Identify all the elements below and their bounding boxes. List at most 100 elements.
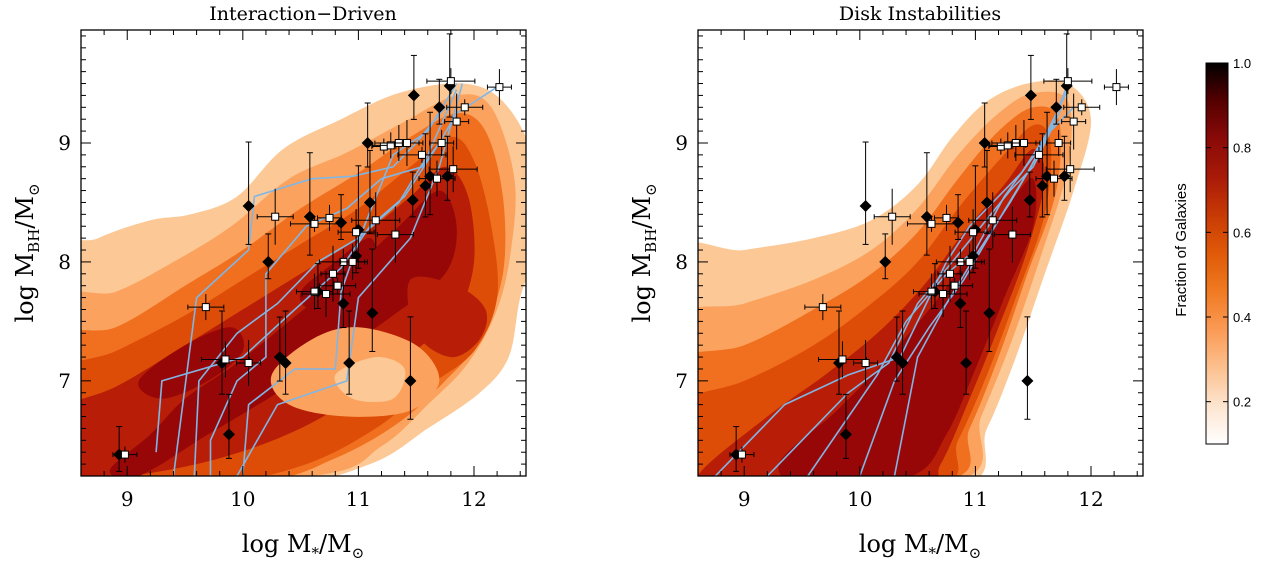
observed-diamond — [1050, 101, 1063, 114]
observed-square — [1069, 117, 1078, 126]
panel-title-right: Disk Instabilities — [839, 3, 1001, 25]
observed-diamond — [343, 357, 356, 370]
observed-square — [433, 174, 441, 183]
model-track-2 — [172, 106, 446, 476]
colorbar-gradient — [1205, 62, 1229, 445]
observed-square — [452, 117, 461, 126]
observed-square — [1066, 165, 1075, 174]
observed-diamond — [896, 357, 909, 370]
x-axis-label-right: log M*/M⊙ — [859, 530, 981, 562]
observed-diamond — [242, 200, 255, 213]
observed-square — [221, 355, 230, 364]
observed-square — [965, 257, 974, 266]
observed-diamond — [279, 357, 292, 370]
y-axis-label-right: log MBH/M⊙ — [628, 183, 660, 322]
observed-square — [310, 219, 319, 228]
observed-diamond — [404, 374, 417, 387]
observed-diamond — [859, 200, 872, 213]
x-tick-label: 12 — [461, 487, 486, 511]
observed-square — [950, 281, 959, 290]
colorbar-tick-label: 0.8 — [1233, 141, 1251, 156]
observed-square — [310, 287, 319, 296]
observed-square — [446, 77, 455, 86]
x-axis-label-left: log M*/M⊙ — [242, 530, 364, 562]
observed-square — [391, 230, 400, 239]
contours-right — [698, 80, 1092, 476]
observed-diamond — [1036, 179, 1049, 192]
observed-diamond — [361, 136, 374, 149]
observed-square — [945, 269, 954, 278]
observed-square — [271, 212, 280, 221]
observed-square — [838, 355, 847, 364]
observed-diamond — [954, 297, 967, 310]
colorbar-label: Fraction of Galaxies — [1173, 183, 1190, 316]
observed-square — [942, 213, 951, 222]
observed-square — [449, 165, 458, 174]
panel-title-left: Interaction−Driven — [209, 3, 397, 25]
observed-diamond — [337, 297, 350, 310]
observed-diamond — [1058, 170, 1071, 183]
observed-square — [861, 359, 870, 368]
colorbar-tick-label: 1.0 — [1233, 56, 1251, 71]
observed-square — [969, 228, 978, 237]
observed-square — [201, 303, 210, 312]
observed-diamond — [960, 357, 973, 370]
observed-diamond — [433, 101, 446, 114]
observed-square — [927, 287, 936, 296]
observed-diamond — [406, 194, 419, 207]
observed-square — [371, 216, 380, 225]
observed-diamond — [983, 307, 996, 320]
x-tick-label: 10 — [847, 487, 872, 511]
x-tick-label: 9 — [738, 487, 751, 511]
observed-diamond — [1024, 89, 1037, 102]
observed-diamond — [407, 89, 420, 102]
plot-frame-right — [697, 29, 1144, 477]
observed-square — [927, 219, 936, 228]
x-tick-label: 11 — [346, 487, 371, 511]
plot-frame-left — [80, 29, 527, 477]
observed-square — [1034, 150, 1043, 159]
observed-square — [939, 290, 948, 299]
observed-square — [386, 141, 395, 150]
observed-diamond — [419, 179, 432, 192]
model-track-5 — [242, 83, 458, 476]
observed-square — [1019, 138, 1028, 147]
observed-square — [322, 290, 331, 299]
observed-square — [996, 142, 1005, 151]
colorbar-tick-label: 0.2 — [1233, 395, 1251, 410]
x-tick-label: 12 — [1078, 487, 1103, 511]
observed-diamond — [980, 196, 993, 209]
observed-square — [1077, 103, 1086, 112]
observed-diamond — [1023, 194, 1036, 207]
model-track-6 — [236, 83, 464, 476]
axis-ticks-left: 9 10 11 12 7 8 9 — [58, 30, 526, 511]
contour-level-6 — [778, 178, 1037, 476]
y-tick-label: 9 — [675, 131, 688, 155]
axis-ticks-right: 9 10 11 12 7 8 9 — [675, 30, 1143, 511]
y-tick-label: 8 — [58, 250, 71, 274]
observed-square — [417, 150, 426, 159]
observed-square — [437, 138, 446, 147]
observed-square — [120, 450, 129, 459]
colorbar: 0.2 0.4 0.6 0.8 1.0 Fraction of Galaxies — [1173, 56, 1251, 445]
observed-diamond — [879, 255, 892, 268]
colorbar-tick-label: 0.4 — [1233, 310, 1251, 325]
observed-diamond — [920, 210, 933, 223]
y-tick-label: 7 — [675, 369, 688, 393]
observed-diamond — [366, 307, 379, 320]
observed-square — [402, 138, 411, 147]
observed-diamond — [303, 210, 316, 223]
observed-diamond — [222, 428, 235, 441]
contours-left — [81, 83, 526, 476]
contour-pocket-2 — [334, 356, 406, 403]
observed-square — [1003, 141, 1012, 150]
observed-square — [333, 281, 342, 290]
observed-square — [328, 269, 337, 278]
observed-square — [1112, 83, 1121, 92]
observed-square — [1008, 230, 1017, 239]
y-tick-label: 9 — [58, 131, 71, 155]
observed-square — [988, 216, 997, 225]
observed-square — [348, 257, 357, 266]
